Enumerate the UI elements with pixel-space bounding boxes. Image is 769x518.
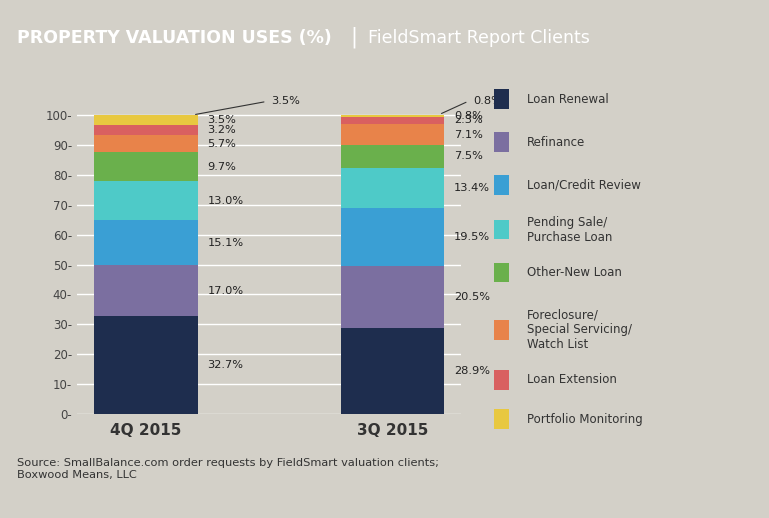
Text: PROPERTY VALUATION USES (%): PROPERTY VALUATION USES (%) — [17, 28, 331, 47]
FancyBboxPatch shape — [494, 132, 509, 152]
FancyBboxPatch shape — [494, 89, 509, 109]
FancyBboxPatch shape — [494, 320, 509, 339]
Text: 19.5%: 19.5% — [454, 232, 490, 242]
Text: 5.7%: 5.7% — [208, 138, 237, 149]
Text: Loan Extension: Loan Extension — [527, 373, 617, 386]
FancyBboxPatch shape — [494, 263, 509, 282]
Text: Loan/Credit Review: Loan/Credit Review — [527, 178, 641, 192]
Text: 9.7%: 9.7% — [208, 162, 237, 171]
Text: 3.5%: 3.5% — [208, 115, 237, 125]
Text: 3.2%: 3.2% — [208, 125, 236, 135]
Bar — [95, 152, 198, 181]
Bar — [341, 208, 444, 266]
Bar — [341, 114, 444, 117]
Text: Other-New Loan: Other-New Loan — [527, 266, 622, 279]
Text: |: | — [350, 27, 357, 48]
Bar — [95, 115, 198, 125]
Text: 32.7%: 32.7% — [208, 361, 244, 370]
Bar — [341, 266, 444, 328]
Text: 28.9%: 28.9% — [454, 366, 490, 376]
FancyBboxPatch shape — [494, 370, 509, 390]
Text: 13.0%: 13.0% — [208, 196, 244, 206]
Bar — [341, 168, 444, 208]
Bar — [341, 117, 444, 124]
Bar — [95, 181, 198, 220]
Text: 13.4%: 13.4% — [454, 183, 490, 193]
Text: Refinance: Refinance — [527, 136, 585, 149]
Bar — [95, 125, 198, 135]
Bar — [341, 124, 444, 145]
Bar — [341, 145, 444, 168]
Text: 20.5%: 20.5% — [454, 292, 490, 302]
Text: 0.8%: 0.8% — [454, 111, 483, 121]
Bar — [95, 316, 198, 414]
Text: 7.5%: 7.5% — [454, 151, 483, 162]
Text: 0.8%: 0.8% — [474, 96, 502, 106]
FancyBboxPatch shape — [494, 175, 509, 195]
Text: Foreclosure/
Special Servicing/
Watch List: Foreclosure/ Special Servicing/ Watch Li… — [527, 308, 632, 351]
Text: Loan Renewal: Loan Renewal — [527, 93, 609, 106]
Text: 2.3%: 2.3% — [454, 116, 482, 125]
Bar — [95, 220, 198, 265]
Bar — [95, 265, 198, 316]
Text: Pending Sale/
Purchase Loan: Pending Sale/ Purchase Loan — [527, 215, 612, 243]
FancyBboxPatch shape — [494, 220, 509, 239]
Text: 15.1%: 15.1% — [208, 238, 244, 248]
Bar — [95, 135, 198, 152]
Text: 7.1%: 7.1% — [454, 130, 483, 139]
Bar — [341, 328, 444, 414]
Text: Portfolio Monitoring: Portfolio Monitoring — [527, 412, 643, 425]
Text: Source: SmallBalance.com order requests by FieldSmart valuation clients;
Boxwood: Source: SmallBalance.com order requests … — [17, 458, 439, 480]
Text: 3.5%: 3.5% — [271, 96, 301, 106]
Text: FieldSmart Report Clients: FieldSmart Report Clients — [368, 28, 590, 47]
Text: 17.0%: 17.0% — [208, 286, 244, 296]
FancyBboxPatch shape — [494, 409, 509, 429]
